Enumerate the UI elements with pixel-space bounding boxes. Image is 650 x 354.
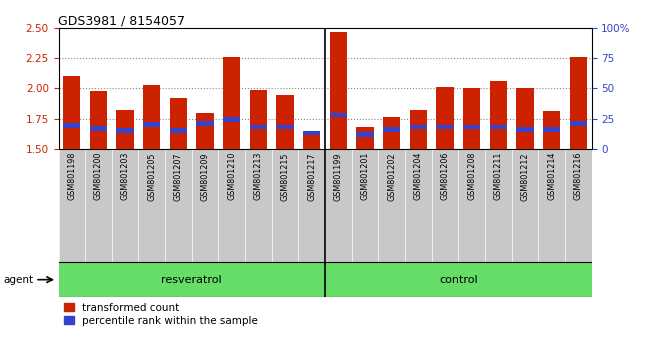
Bar: [112, 149, 138, 262]
Bar: [410, 110, 427, 149]
Bar: [458, 149, 485, 262]
Bar: [165, 149, 192, 262]
Bar: [143, 85, 161, 149]
Text: GSM801214: GSM801214: [547, 152, 556, 200]
Text: agent: agent: [3, 275, 33, 285]
Bar: [138, 149, 165, 262]
Bar: [250, 90, 267, 149]
Text: GSM801212: GSM801212: [521, 152, 529, 201]
Text: GSM801201: GSM801201: [361, 152, 369, 200]
Bar: [356, 127, 374, 149]
Bar: [272, 149, 298, 262]
Legend: transformed count, percentile rank within the sample: transformed count, percentile rank withi…: [64, 303, 258, 326]
Bar: [436, 125, 454, 130]
Text: GDS3981 / 8154057: GDS3981 / 8154057: [58, 14, 185, 27]
Text: GSM801198: GSM801198: [68, 152, 76, 200]
Text: GSM801211: GSM801211: [494, 152, 502, 200]
Text: GSM801202: GSM801202: [387, 152, 396, 201]
Bar: [276, 125, 294, 130]
Bar: [245, 149, 272, 262]
Bar: [463, 88, 480, 149]
Bar: [543, 127, 560, 132]
Text: GSM801199: GSM801199: [334, 152, 343, 201]
Bar: [192, 149, 218, 262]
Bar: [223, 118, 240, 122]
Text: GSM801210: GSM801210: [227, 152, 236, 200]
Bar: [116, 110, 134, 149]
Bar: [569, 57, 587, 149]
Bar: [298, 149, 325, 262]
Text: GSM801205: GSM801205: [148, 152, 156, 201]
Bar: [565, 149, 592, 262]
Text: GSM801206: GSM801206: [441, 152, 449, 200]
Bar: [383, 127, 400, 132]
Bar: [196, 113, 214, 149]
Bar: [538, 149, 565, 262]
Bar: [58, 262, 325, 297]
Text: GSM801213: GSM801213: [254, 152, 263, 200]
Bar: [63, 76, 81, 149]
Bar: [303, 131, 320, 149]
Bar: [463, 125, 480, 130]
Bar: [196, 121, 214, 126]
Bar: [90, 91, 107, 149]
Text: GSM801207: GSM801207: [174, 152, 183, 201]
Bar: [352, 149, 378, 262]
Bar: [356, 132, 374, 137]
Bar: [330, 113, 347, 118]
Bar: [303, 131, 320, 136]
Bar: [170, 98, 187, 149]
Bar: [276, 95, 294, 149]
Bar: [436, 87, 454, 149]
Bar: [516, 127, 534, 132]
Bar: [218, 149, 245, 262]
Text: GSM801204: GSM801204: [414, 152, 422, 200]
Text: control: control: [439, 275, 478, 285]
Bar: [63, 124, 81, 128]
Bar: [489, 125, 507, 130]
Bar: [543, 112, 560, 149]
Bar: [116, 128, 134, 133]
Bar: [330, 32, 347, 149]
Text: GSM801215: GSM801215: [281, 152, 289, 201]
Bar: [405, 149, 432, 262]
Bar: [325, 262, 592, 297]
Bar: [143, 122, 161, 127]
Bar: [325, 149, 352, 262]
Bar: [516, 88, 534, 149]
Bar: [489, 81, 507, 149]
Bar: [85, 149, 112, 262]
Text: GSM801203: GSM801203: [121, 152, 129, 200]
Bar: [485, 149, 512, 262]
Bar: [432, 149, 458, 262]
Text: GSM801209: GSM801209: [201, 152, 209, 201]
Bar: [378, 149, 405, 262]
Bar: [383, 118, 400, 149]
Bar: [512, 149, 538, 262]
Bar: [223, 57, 240, 149]
Bar: [569, 121, 587, 126]
Bar: [170, 128, 187, 133]
Text: GSM801208: GSM801208: [467, 152, 476, 200]
Text: GSM801217: GSM801217: [307, 152, 316, 201]
Text: GSM801216: GSM801216: [574, 152, 582, 200]
Text: GSM801200: GSM801200: [94, 152, 103, 200]
Bar: [410, 125, 427, 130]
Bar: [250, 125, 267, 130]
Text: resveratrol: resveratrol: [161, 275, 222, 285]
Bar: [58, 149, 85, 262]
Bar: [90, 126, 107, 131]
